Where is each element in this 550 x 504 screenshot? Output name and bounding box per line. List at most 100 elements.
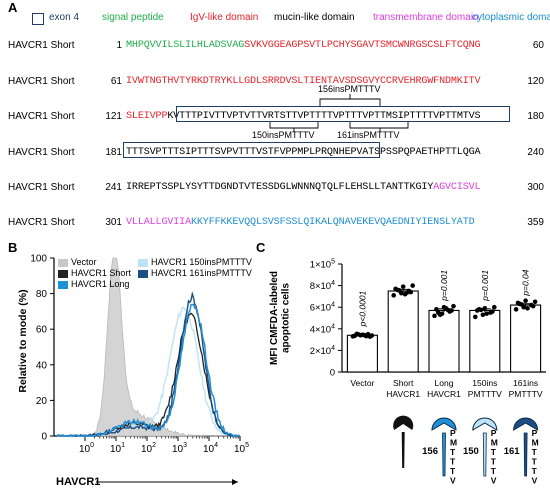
sequence-residues: IVWTNGTHVTYRKDTRYKLLGDLSRRDVSLTIENTAVSDS…	[126, 76, 481, 88]
category-label: 161ins	[513, 378, 538, 388]
p-value-label: p=0.04	[521, 269, 531, 297]
data-point	[356, 332, 361, 337]
data-point	[513, 307, 519, 312]
y-tick-exp: 4	[331, 302, 335, 309]
insert-residue-letter: M	[491, 438, 498, 448]
sequence-start-position: 61	[110, 76, 122, 87]
receptor-stalk-icon	[482, 432, 487, 477]
panel-a: A exon 4 signal peptide IgV-like domain …	[0, 0, 550, 238]
y-tick-exp: 5	[331, 259, 335, 266]
bar-ylabel-line: apoptotic cells	[281, 283, 292, 353]
receptor-head-icon	[431, 417, 457, 431]
receptor-stalk-icon	[401, 432, 405, 468]
150ins-histogram	[56, 306, 240, 437]
y-tick-exp: 4	[331, 323, 335, 330]
insert-residue-letter: T	[532, 447, 538, 457]
x-tick-base: 10	[141, 444, 153, 455]
legend-150ins-swatch	[138, 259, 148, 267]
y-tick-lead: 4×10	[310, 324, 331, 335]
p-value-label: p=0.001	[439, 270, 449, 302]
y-tick-label: 20	[36, 396, 48, 407]
category-label: HAVCR1	[386, 389, 420, 399]
sequence-start-position: 181	[105, 147, 122, 158]
data-point	[478, 307, 484, 313]
legend-vector-label: Vector	[71, 257, 97, 267]
x-tick-base: 10	[79, 444, 91, 455]
insert-position-label: 161	[504, 446, 521, 457]
y-tick-label: 8×104	[310, 280, 335, 292]
insert-residue-letter: T	[491, 447, 497, 457]
data-point	[484, 311, 489, 316]
sequence-residues: TTTSVPTTTSIPTTTSVPVTTTVSTFVPPMPLPRQNHEPV…	[126, 147, 481, 159]
panel-b: B 0 20 40 60 80 100 100 101 102 103 104 105 Relativ…	[0, 240, 252, 504]
x-tick-label: 105	[234, 442, 249, 455]
x-tick-base: 10	[172, 444, 184, 455]
x-tick-exp: 0	[90, 442, 94, 449]
sequence-start-position: 1	[116, 40, 122, 51]
data-point	[397, 288, 402, 293]
long-histogram	[56, 303, 240, 437]
data-point	[369, 333, 375, 338]
sequence-row: HAVCR1 Short 61 IVWTNGTHVTYRKDTRYKLLGDLSRR…	[8, 76, 544, 89]
y-tick-label: 100	[30, 254, 47, 265]
sequence-segment: IRREPTSSPLYSYTTDGNDTVTESSDGLWNNNQTQLFLEH…	[126, 182, 434, 193]
insertion-label-161: 161insPMTTTV	[337, 130, 400, 140]
exon4-box-row3	[176, 106, 510, 122]
x-arrow-head	[232, 479, 238, 485]
sequence-label: HAVCR1 Short	[8, 182, 75, 193]
insert-residue-letter: T	[450, 457, 456, 467]
insert-position-label: 150	[463, 446, 479, 457]
igv-legend-label: IgV-like domain	[190, 12, 259, 23]
data-point	[437, 312, 443, 318]
histogram-xlabel: HAVCR1	[56, 476, 101, 488]
y-tick-label: 6×104	[310, 302, 335, 314]
insert-residue-letter: P	[532, 428, 538, 438]
y-tick-exp: 4	[331, 345, 335, 352]
y-tick-label: 1×105	[310, 259, 335, 271]
data-point	[490, 309, 495, 314]
legend-vector-swatch	[58, 259, 68, 267]
y-tick-label: 4×104	[310, 323, 335, 335]
data-point	[410, 283, 415, 288]
data-point	[404, 290, 410, 295]
bar	[346, 334, 378, 373]
insert-residue-letter: V	[491, 476, 497, 486]
sequence-residues: IRREPTSSPLYSYTTDGNDTVTESSDGLWNNNQTQLFLEH…	[126, 182, 481, 194]
exon4-box-row4	[123, 142, 380, 158]
y-tick-lead: 2×10	[310, 346, 331, 357]
p-value-label: p=0.001	[480, 270, 490, 302]
histogram-legend: Vector HAVCR1 Short HAVCR1 Long HAVCR1 1…	[58, 257, 252, 298]
y-tick-lead: 0	[330, 368, 335, 379]
bar-ylabel: MFI CMFDA-labeledapoptotic cells	[269, 271, 292, 365]
x-tick-label: 103	[172, 442, 187, 455]
sequence-segment: TTTSVPTTTSIPTTTSVPVTTTVSTFVPPMPLPRQNHEPV…	[126, 147, 481, 158]
insert-residue-letter: V	[450, 476, 456, 486]
sequence-label: HAVCR1 Short	[8, 111, 75, 122]
sequence-start-position: 241	[105, 182, 122, 193]
sequence-row: HAVCR1 Short 181 TTTSVPTTTSIPTTTSVPVTTTVST…	[8, 147, 544, 160]
legend-150ins-label: HAVCR1 150insPMTTTV	[151, 257, 252, 267]
cyto-legend-label: cytoplasmic domain	[472, 12, 550, 23]
y-tick-label: 0	[41, 432, 47, 443]
data-point	[363, 333, 369, 339]
sequence-row: HAVCR1 Short 301 VLLALLGVIIAKKYFFKKEVQQLSV…	[8, 217, 544, 230]
161ins-histogram	[57, 291, 240, 437]
histogram-ylabel: Relative to mode (%)	[17, 289, 29, 393]
legend-short-label: HAVCR1 Short	[71, 268, 131, 278]
data-point	[432, 313, 437, 319]
receptor-head-icon	[472, 417, 498, 431]
data-point	[530, 303, 536, 309]
sequence-segment: SVKVGGEAGPSVTLPCHYSGAVTSMCWNRGSCSLFTCQNG	[244, 40, 481, 51]
insert-residue-letter: T	[491, 466, 497, 476]
sequence-residues: VLLALLGVIIAKKYFFKKEVQQLSVSFSSLQIKALQNAVE…	[126, 217, 475, 229]
data-point	[400, 284, 406, 289]
x-tick-label: 101	[110, 442, 125, 455]
insert-residue-letter: T	[450, 447, 456, 457]
mucin-legend-label: mucin-like domain	[274, 12, 355, 23]
sequence-start-position: 301	[105, 217, 122, 228]
y-tick-label: 80	[36, 289, 48, 300]
sequence-segment: SLEIVPP	[126, 111, 168, 122]
sequence-start-position: 121	[105, 111, 122, 122]
bar	[387, 290, 419, 373]
